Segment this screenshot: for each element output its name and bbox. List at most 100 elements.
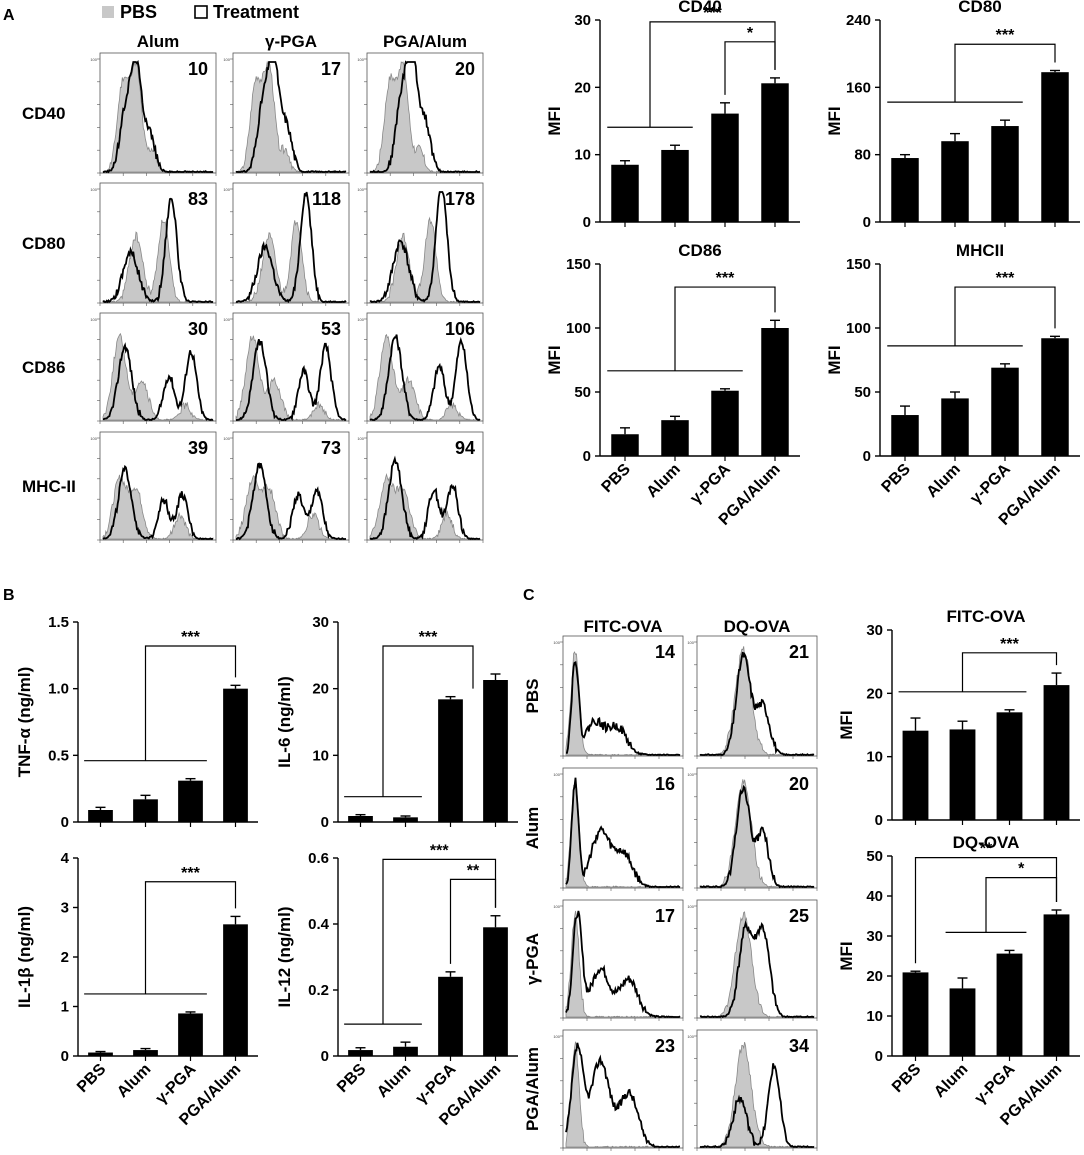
- legend-treatment-label: Treatment: [213, 2, 299, 22]
- treatment-histogram: [699, 784, 815, 889]
- bar: [991, 126, 1019, 222]
- bar: [891, 415, 919, 456]
- bar: [941, 398, 969, 456]
- significance-bracket: ***: [84, 629, 237, 762]
- bar: [949, 729, 976, 820]
- histogram-row-label: MHC-II: [22, 477, 76, 496]
- treatment-histogram: [700, 1063, 814, 1149]
- significance-bracket: *: [724, 25, 776, 95]
- mfi-value: 20: [789, 774, 809, 794]
- bar: [949, 988, 976, 1056]
- y-tick-label: 20: [574, 79, 591, 96]
- y-tick-label: 4: [61, 850, 70, 867]
- histogram-cell: 100 17: [553, 899, 684, 1021]
- histogram-cell: 100 39: [90, 431, 217, 543]
- histogram-y-tick: 100: [357, 187, 364, 192]
- treatment-histogram: [235, 61, 347, 174]
- category-label: PBS: [599, 461, 635, 497]
- treatment-histogram: [236, 338, 347, 422]
- histogram-y-tick: 100: [687, 772, 694, 777]
- y-axis-label: IL-1β (ng/ml): [15, 906, 34, 1008]
- panel-label-a: A: [3, 7, 15, 24]
- y-tick-label: 30: [312, 614, 329, 631]
- histogram-y-tick: 100: [687, 1034, 694, 1039]
- svg-text:*: *: [1018, 861, 1025, 878]
- histogram-row-label: Alum: [523, 807, 542, 850]
- bar: [483, 680, 508, 822]
- bar: [133, 1050, 158, 1056]
- mfi-value: 83: [188, 189, 208, 209]
- bar: [393, 817, 418, 822]
- bar: [178, 1013, 203, 1056]
- bar: [88, 1052, 113, 1056]
- y-axis-label: MFI: [825, 106, 844, 135]
- histogram-y-tick: 100: [553, 640, 560, 645]
- mfi-value: 53: [321, 319, 341, 339]
- y-axis-label: MFI: [837, 710, 856, 739]
- chart-title: DQ-OVA: [953, 833, 1020, 852]
- y-tick-label: 30: [574, 12, 591, 29]
- y-tick-label: 100: [846, 320, 871, 337]
- y-tick-label: 0: [875, 812, 883, 829]
- histogram-cell: 100 34: [687, 1029, 818, 1151]
- panel-label-c: C: [523, 587, 535, 604]
- histogram-column-header: γ-PGA: [265, 32, 317, 51]
- panel-label-b: B: [3, 587, 15, 604]
- y-tick-label: 0: [863, 448, 871, 465]
- y-tick-label: 150: [566, 256, 591, 273]
- histogram-y-tick: 100: [687, 640, 694, 645]
- bar: [1043, 914, 1070, 1056]
- bar: [941, 141, 969, 222]
- histogram-cell: 100 25: [687, 899, 818, 1021]
- bar: [348, 816, 373, 822]
- treatment-histogram: [566, 661, 680, 756]
- y-tick-label: 0: [863, 214, 871, 231]
- legend-treatment-swatch: [194, 5, 208, 19]
- histogram-cell: 100 30: [90, 312, 217, 424]
- bar: [88, 810, 113, 822]
- histogram-column-header: Alum: [137, 32, 180, 51]
- bar: [996, 953, 1023, 1056]
- mfi-value: 10: [188, 59, 208, 79]
- y-tick-label: 50: [574, 384, 591, 401]
- y-tick-label: 50: [854, 384, 871, 401]
- y-tick-label: 1.5: [48, 614, 69, 631]
- histogram-cell: 100 23: [553, 1029, 684, 1151]
- histogram-y-tick: 100: [90, 436, 97, 441]
- y-tick-label: 160: [846, 79, 871, 96]
- treatment-histogram: [103, 342, 214, 422]
- histogram-y-tick: 100: [687, 904, 694, 909]
- svg-text:***: ***: [419, 629, 438, 646]
- bar-chart-2: 0 80 160 240 CD80 MFI ***: [825, 0, 1080, 231]
- svg-text:***: ***: [996, 270, 1015, 287]
- y-tick-label: 10: [866, 749, 883, 766]
- y-tick-label: 10: [312, 747, 329, 764]
- bar: [223, 924, 248, 1056]
- histogram-cell: 100 21: [687, 635, 818, 759]
- treatment-histogram: [369, 455, 481, 541]
- bar: [996, 712, 1023, 820]
- y-tick-label: 2: [61, 949, 69, 966]
- bar: [393, 1046, 418, 1056]
- histogram-cell: 100 94: [357, 431, 484, 543]
- histogram-y-tick: 100: [90, 317, 97, 322]
- bar: [133, 799, 158, 822]
- svg-text:***: ***: [703, 5, 722, 22]
- svg-text:***: ***: [181, 865, 200, 882]
- histogram-cell: 100 17: [223, 52, 350, 176]
- category-label: PBS: [334, 1061, 370, 1097]
- mfi-value: 23: [655, 1036, 675, 1056]
- y-axis-label: MFI: [837, 941, 856, 970]
- histogram-y-tick: 100: [90, 57, 97, 62]
- histogram-cell: 100 118: [223, 182, 350, 306]
- y-tick-label: 0: [61, 814, 69, 831]
- category-label: Alum: [114, 1061, 154, 1101]
- mfi-value: 39: [188, 438, 208, 458]
- y-tick-label: 0: [321, 1048, 329, 1065]
- svg-text:*: *: [747, 25, 754, 42]
- mfi-value: 14: [655, 642, 675, 662]
- svg-text:**: **: [980, 841, 993, 858]
- bar: [991, 367, 1019, 456]
- treatment-histogram: [565, 777, 680, 889]
